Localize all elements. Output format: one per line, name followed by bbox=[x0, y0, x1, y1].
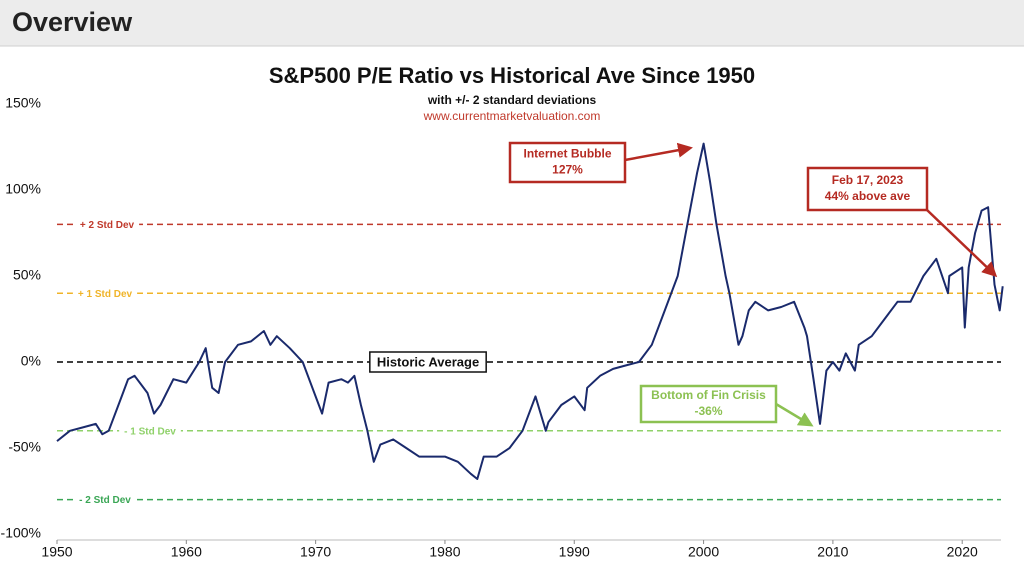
annotation-box bbox=[806, 166, 929, 212]
annotation-text: 127% bbox=[552, 163, 583, 177]
reference-label-bg bbox=[119, 423, 181, 438]
annotation-text: Internet Bubble bbox=[523, 147, 611, 161]
x-tick-label: 1950 bbox=[41, 544, 72, 560]
reference-label: + 2 Std Dev bbox=[80, 220, 135, 231]
reference-label: - 2 Std Dev bbox=[79, 495, 131, 506]
chart-title: S&P500 P/E Ratio vs Historical Ave Since… bbox=[269, 63, 755, 88]
reference-label-bg bbox=[369, 351, 487, 373]
y-tick-label: -100% bbox=[1, 525, 41, 541]
x-tick-label: 1990 bbox=[559, 544, 590, 560]
annotation-text: 44% above ave bbox=[825, 189, 911, 203]
reference-label-bg bbox=[72, 286, 138, 301]
annotation-box bbox=[508, 141, 627, 184]
y-tick-label: -50% bbox=[8, 439, 41, 455]
y-tick-label: 100% bbox=[5, 181, 41, 197]
x-tick-label: 2000 bbox=[688, 544, 719, 560]
reference-label-bg bbox=[74, 492, 136, 507]
y-tick-label: 0% bbox=[21, 353, 41, 369]
annotation-box bbox=[639, 384, 778, 424]
annotation-text: Feb 17, 2023 bbox=[832, 173, 904, 187]
reference-label: + 1 Std Dev bbox=[78, 289, 133, 300]
reference-label: - 1 Std Dev bbox=[124, 426, 176, 437]
annotation-text: Bottom of Fin Crisis bbox=[651, 388, 766, 402]
x-tick-label: 2020 bbox=[947, 544, 978, 560]
reference-label-bg bbox=[74, 217, 140, 232]
annotation-arrow bbox=[624, 142, 693, 162]
x-tick-label: 2010 bbox=[817, 544, 848, 560]
chart-subtitle: with +/- 2 standard deviations bbox=[427, 93, 597, 107]
chart-source: www.currentmarketvaluation.com bbox=[423, 109, 601, 123]
annotation-arrow bbox=[775, 402, 814, 427]
annotation-text: -36% bbox=[694, 404, 722, 418]
y-tick-label: 150% bbox=[5, 95, 41, 111]
x-tick-label: 1970 bbox=[300, 544, 331, 560]
reference-label: Historic Average bbox=[377, 354, 479, 369]
header-bar bbox=[0, 0, 1024, 46]
x-tick-label: 1960 bbox=[171, 544, 202, 560]
pe-line bbox=[56, 142, 1004, 480]
header-title: Overview bbox=[12, 7, 133, 37]
annotation-arrow bbox=[926, 209, 998, 278]
y-tick-label: 50% bbox=[13, 267, 41, 283]
x-tick-label: 1980 bbox=[429, 544, 460, 560]
